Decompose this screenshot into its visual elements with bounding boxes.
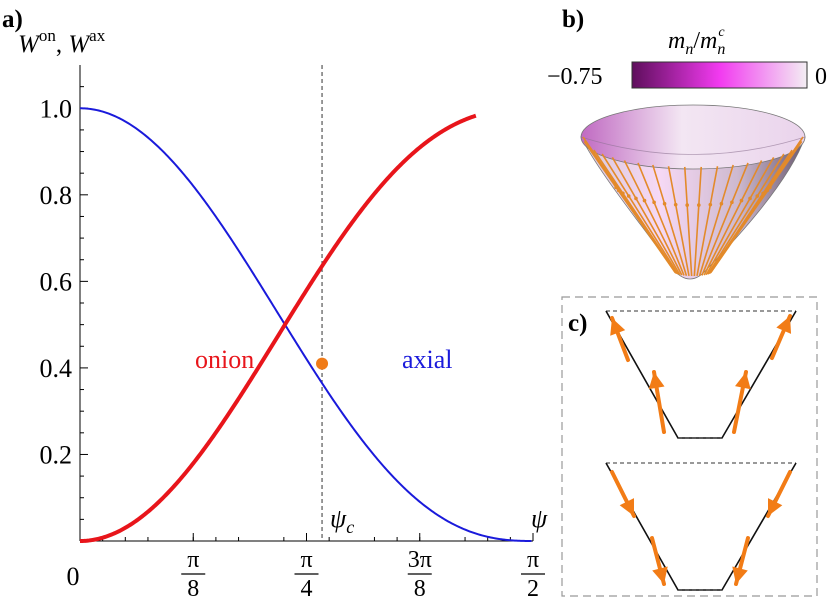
cone-director-line [637, 162, 685, 276]
cone-arrow-head [642, 198, 647, 203]
y-axis-title: Won, Wax [18, 26, 106, 58]
y-axis-title-w2: W [68, 31, 91, 58]
colorbar-s2: n [717, 41, 725, 58]
director-arrow [650, 536, 668, 586]
colorbar-title: mn/mnc [668, 25, 725, 58]
y-axis-title-sep: , [56, 31, 69, 58]
cone-arrow-head [730, 200, 734, 205]
x-tick-label: 0 [67, 562, 80, 591]
annotation-onion: onion [195, 345, 254, 374]
cone-arrow-head [662, 201, 667, 206]
panel-label-c: c) [568, 310, 587, 337]
series-axial-line [79, 107, 532, 542]
cone-arrow-head [685, 203, 689, 207]
series-onion-line [79, 113, 477, 543]
y-tick-label: 1.0 [40, 94, 73, 123]
cone-arrow-head [739, 198, 744, 203]
cone-director-line [698, 164, 734, 276]
cone-arrow-head [708, 202, 713, 207]
director-arrow [610, 470, 636, 518]
x-tick-denominator: 8 [187, 576, 199, 601]
cone-director-line [623, 160, 683, 276]
colorbar-m2: m [700, 28, 717, 54]
cone-director-line [710, 136, 804, 273]
y-tick-label: 0.4 [40, 354, 73, 383]
x-tick-numerator: π [527, 547, 539, 573]
colorbar-slash: / [693, 28, 700, 54]
cone-arrow-head [697, 203, 701, 207]
cone-surface [580, 104, 806, 280]
x-tick-denominator: 2 [527, 576, 539, 601]
panel-label-a: a) [2, 6, 23, 33]
cone-arrow-head [673, 202, 678, 207]
x-tick-numerator: 3π [408, 547, 432, 573]
cone-director-line [707, 153, 785, 275]
cone-arrow-head [634, 196, 638, 201]
cone-arrow-head [769, 182, 773, 187]
y-tick-label: 0.6 [40, 267, 73, 296]
director-arrow [610, 316, 630, 362]
cone-director-line [587, 145, 677, 274]
colorbar-m1: m [668, 28, 685, 54]
colorbar [631, 61, 808, 89]
colorbar-min-label: −0.75 [547, 64, 603, 90]
x-tick-numerator: π [187, 547, 199, 573]
y-axis-title-s1: on [39, 26, 57, 45]
critical-label-main: ψ [330, 504, 347, 533]
critical-point-marker [316, 357, 329, 370]
profile-onion [605, 310, 797, 439]
cone-director-line [593, 149, 678, 275]
director-arrow [732, 370, 751, 434]
cone-director-line [683, 166, 693, 277]
x-axis-title: ψ [531, 504, 548, 533]
y-axis-title-s2: ax [89, 26, 106, 45]
director-arrow [732, 536, 750, 586]
colorbar-max-label: 0 [815, 64, 827, 90]
colorbar-sup2: c [718, 25, 725, 40]
x-tick-denominator: 4 [301, 576, 313, 601]
cone-director-line [701, 162, 749, 276]
critical-label-sub: c [346, 517, 354, 537]
cone-director-line [652, 164, 688, 276]
cone-arrow-head [755, 194, 760, 198]
director-arrow [770, 314, 792, 360]
cone-arrow-head [719, 201, 724, 206]
cone-director-line [703, 160, 763, 276]
cone-director-line [693, 166, 703, 277]
cone-director-line [705, 157, 775, 276]
cone-director-line [601, 153, 679, 275]
cone-director-line [696, 166, 719, 277]
y-tick-label: 0.8 [40, 181, 73, 210]
cone-arrow-head [652, 200, 656, 205]
panel-c-frame [561, 296, 818, 597]
x-tick-denominator: 8 [414, 576, 426, 601]
director-arrow [648, 370, 666, 434]
cone-director-line [611, 157, 681, 276]
cone-arrow-head [621, 191, 625, 196]
cone-director-line [667, 166, 690, 277]
critical-point-label: ψc [330, 504, 354, 537]
x-tick-numerator: π [300, 547, 312, 573]
y-tick-label: 0.2 [40, 440, 73, 469]
cone-arrow-head [748, 196, 752, 201]
annotation-axial: axial [402, 345, 453, 374]
panel-label-b: b) [562, 6, 584, 33]
y-axis-title-w1: W [18, 31, 41, 58]
colorbar-s1: n [685, 41, 693, 58]
profile-axial [605, 462, 797, 591]
director-arrow [766, 470, 792, 518]
cone-arrow-head [626, 194, 631, 198]
